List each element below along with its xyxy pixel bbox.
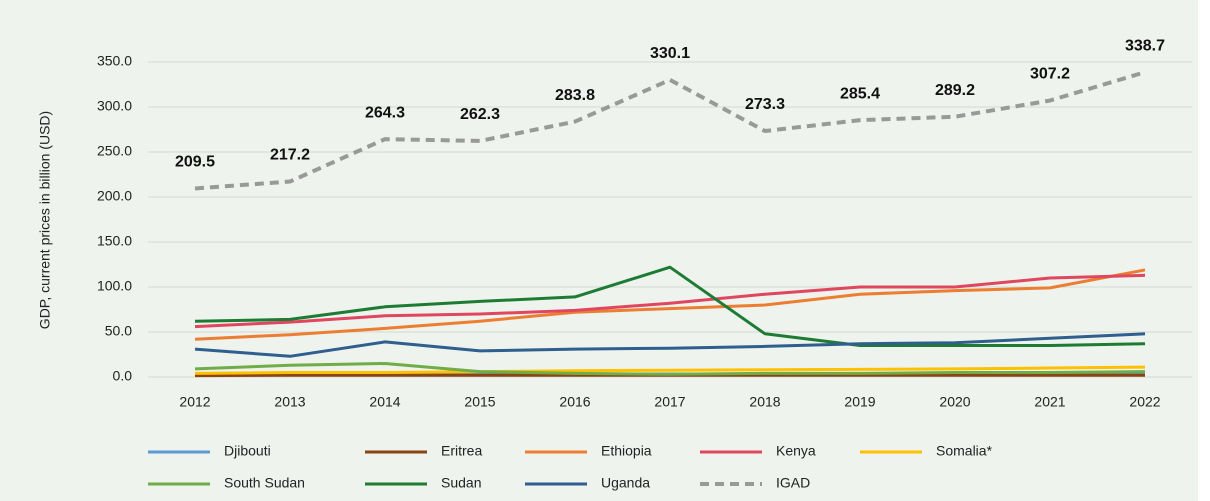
x-tick-label: 2018: [749, 394, 780, 410]
series-line: [194, 332, 1146, 358]
data-label: 330.1: [650, 45, 690, 62]
legend-label: Uganda: [601, 475, 650, 491]
x-tick-label: 2013: [274, 394, 305, 410]
data-label: 264.3: [365, 104, 405, 121]
x-tick-label: 2015: [464, 394, 495, 410]
data-label: 289.2: [935, 82, 975, 99]
legend-label: Sudan: [441, 475, 481, 491]
series-line: [194, 365, 1146, 375]
data-label: 307.2: [1030, 66, 1070, 83]
y-tick-label: 0.0: [113, 368, 133, 384]
series-line: [194, 362, 1146, 376]
series-line: [194, 265, 1146, 347]
data-label: 283.8: [555, 87, 595, 104]
series-line: [194, 268, 1146, 341]
series-line: [194, 273, 1146, 329]
x-tick-label: 2019: [844, 394, 875, 410]
y-axis-title: GDP, current prices in billion (USD): [37, 111, 53, 329]
data-label: 217.2: [270, 147, 310, 164]
legend-label: IGAD: [776, 475, 810, 491]
y-tick-label: 50.0: [105, 323, 132, 339]
x-tick-label: 2014: [369, 394, 400, 410]
data-label: 338.7: [1125, 37, 1165, 54]
x-tick-label: 2017: [654, 394, 685, 410]
legend-label: Eritrea: [441, 443, 482, 459]
y-tick-label: 300.0: [97, 98, 132, 114]
series-line: [194, 70, 1146, 191]
x-tick-label: 2012: [179, 394, 210, 410]
legend-label: Kenya: [776, 443, 816, 459]
data-label: 209.5: [175, 154, 215, 171]
legend-label: South Sudan: [224, 475, 305, 491]
y-tick-label: 200.0: [97, 188, 132, 204]
legend-label: Djibouti: [224, 443, 271, 459]
data-label: 273.3: [745, 96, 785, 113]
y-tick-label: 250.0: [97, 143, 132, 159]
x-tick-label: 2020: [939, 394, 970, 410]
legend-label: Somalia*: [936, 443, 993, 459]
x-tick-label: 2016: [559, 394, 590, 410]
y-tick-label: 100.0: [97, 278, 132, 294]
y-tick-label: 150.0: [97, 233, 132, 249]
data-label: 262.3: [460, 106, 500, 123]
data-label: 285.4: [840, 85, 880, 102]
legend-label: Ethiopia: [601, 443, 652, 459]
y-tick-label: 350.0: [97, 53, 132, 69]
x-tick-label: 2022: [1129, 394, 1160, 410]
x-tick-label: 2021: [1034, 394, 1065, 410]
